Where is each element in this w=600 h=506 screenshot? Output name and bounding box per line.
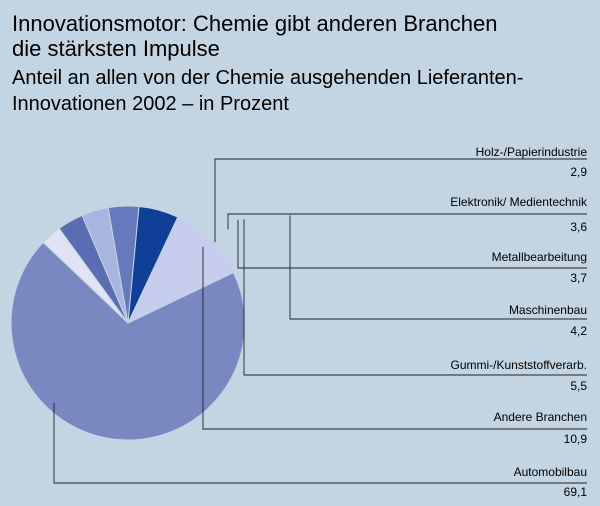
pie-slice-automobilbau	[10, 241, 246, 441]
slice-value-gummi-kunststoffverarb: 5,5	[570, 379, 587, 393]
slice-label-metallbearbeitung: Metallbearbeitung	[492, 250, 587, 264]
slice-label-andere-branchen: Andere Branchen	[494, 410, 587, 424]
slice-label-elektronik-medientechnik: Elektronik/ Medientechnik	[450, 195, 588, 209]
slice-label-maschinenbau: Maschinenbau	[509, 303, 587, 317]
slice-value-andere-branchen: 10,9	[564, 432, 588, 446]
pie-slice-andere-branchen	[126, 216, 235, 325]
leader-line-automobilbau	[53, 403, 587, 484]
leader-line-holz-papierindustrie	[214, 158, 587, 243]
slice-value-automobilbau: 69,1	[564, 485, 588, 499]
leader-line-metallbearbeitung	[237, 219, 587, 269]
pie-slices	[10, 205, 246, 441]
slice-label-automobilbau: Automobilbau	[514, 465, 587, 479]
leader-line-gummi-kunststoffverarb	[243, 219, 587, 376]
slice-value-metallbearbeitung: 3,7	[570, 271, 587, 285]
chart-subtitle-line-1: Anteil an allen von der Chemie ausgehend…	[12, 67, 523, 89]
leader-line-andere-branchen	[202, 246, 587, 430]
slice-label-holz-papierindustrie: Holz-/Papierindustrie	[476, 145, 588, 159]
leader-line-elektronik-medientechnik	[227, 213, 587, 230]
chart-subtitle: Anteil an allen von der Chemie ausgehend…	[12, 67, 523, 115]
slice-value-elektronik-medientechnik: 3,6	[570, 220, 587, 234]
slice-label-gummi-kunststoffverarb: Gummi-/Kunststoffverarb.	[451, 358, 588, 372]
leader-line-maschinenbau	[289, 215, 587, 320]
chart-subtitle-line-2: Innovationen 2002 – in Prozent	[12, 93, 289, 115]
leader-lines	[53, 158, 587, 484]
slice-labels: Holz-/Papierindustrie 2,9 Elektronik/ Medi…	[450, 145, 588, 499]
slice-value-maschinenbau: 4,2	[570, 324, 587, 338]
slice-value-holz-papierindustrie: 2,9	[570, 165, 587, 179]
chart-title: Innovationsmotor: Chemie gibt anderen Br…	[12, 11, 498, 61]
chart-title-line-2: die stärksten Impulse	[12, 36, 220, 61]
chart-title-line-1: Innovationsmotor: Chemie gibt anderen Br…	[12, 11, 498, 36]
